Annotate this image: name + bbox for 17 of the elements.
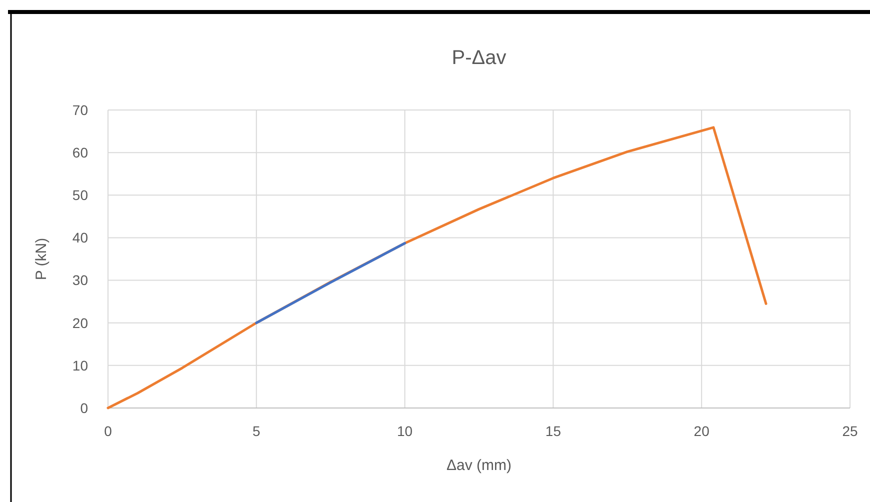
y-tick-label: 0 xyxy=(80,400,88,416)
y-tick-label: 20 xyxy=(72,314,88,331)
y-tick-label: 70 xyxy=(72,102,88,118)
y-tick-label: 50 xyxy=(72,187,88,204)
y-axis-title: P (kN) xyxy=(33,238,50,280)
y-tick-label: 40 xyxy=(72,230,88,246)
x-tick-label: 15 xyxy=(545,423,562,439)
x-tick-label: 25 xyxy=(842,423,858,439)
y-tick-label: 10 xyxy=(72,357,88,374)
x-tick-label: 5 xyxy=(252,423,260,439)
x-tick-label: 20 xyxy=(694,423,710,439)
chart-title: P-Δav xyxy=(452,47,506,69)
x-axis-title: Δav (mm) xyxy=(446,457,512,474)
y-tick-label: 30 xyxy=(72,272,88,288)
y-tick-label: 60 xyxy=(72,144,88,160)
x-tick-label: 10 xyxy=(397,423,413,439)
x-tick-label: 0 xyxy=(104,423,112,439)
